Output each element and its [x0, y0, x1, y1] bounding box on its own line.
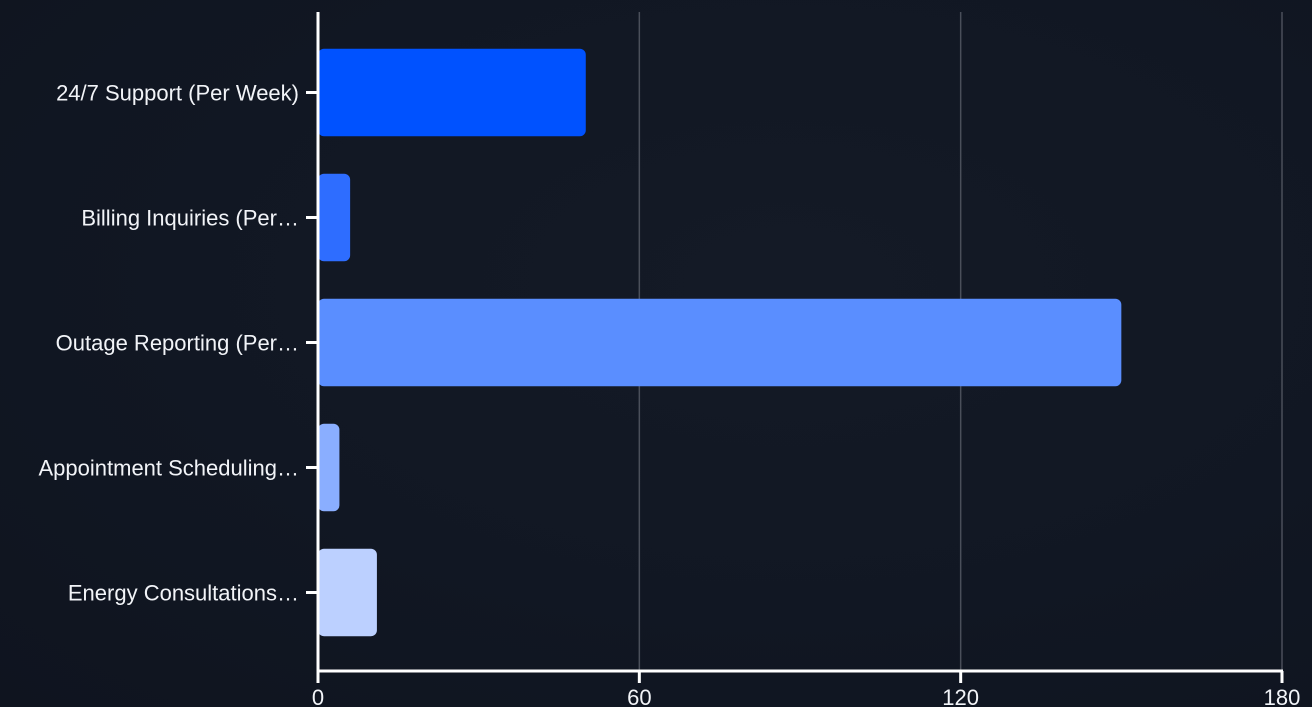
bar	[318, 423, 340, 512]
y-category-label: 24/7 Support (Per Week)	[56, 81, 299, 106]
bars	[318, 48, 1122, 637]
y-axis-ticks: 24/7 Support (Per Week) Billing Inquiries…	[39, 81, 318, 606]
y-category-label: Billing Inquiries (Per…	[81, 206, 299, 231]
y-category-label: Energy Consultations…	[68, 581, 299, 606]
y-category-label: Appointment Scheduling…	[39, 456, 300, 481]
x-tick-label: 180	[1264, 685, 1301, 707]
bar	[318, 548, 377, 637]
x-tick-label: 0	[312, 685, 324, 707]
x-tick-label: 60	[627, 685, 651, 707]
bar	[318, 173, 351, 262]
bar	[318, 298, 1122, 387]
x-tick-label: 120	[942, 685, 979, 707]
y-category-label: Outage Reporting (Per…	[56, 331, 299, 356]
x-axis-ticks: 0 60 120 180	[312, 671, 1300, 707]
bar	[318, 48, 586, 137]
